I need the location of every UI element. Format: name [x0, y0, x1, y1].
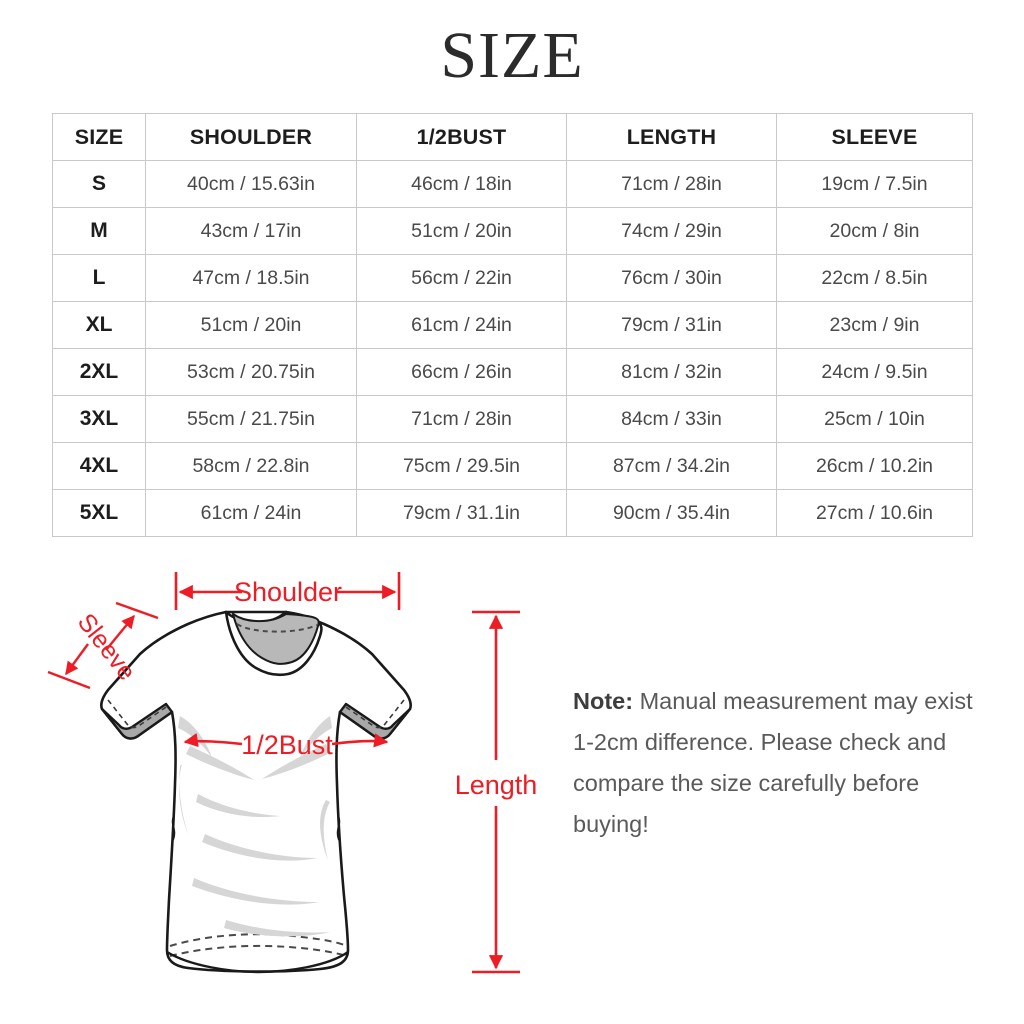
- cell-length: 90cm / 35.4in: [566, 489, 777, 537]
- table-header-row: SIZE SHOULDER 1/2BUST LENGTH SLEEVE: [52, 113, 973, 161]
- cell-sleeve: 26cm / 10.2in: [776, 442, 973, 490]
- sleeve-arrow-down: [65, 643, 89, 676]
- cell-size: M: [52, 207, 146, 255]
- cell-shoulder: 53cm / 20.75in: [145, 348, 357, 396]
- cell-shoulder: 55cm / 21.75in: [145, 395, 357, 443]
- cell-size: 4XL: [52, 442, 146, 490]
- table-row: L 47cm / 18.5in 56cm / 22in 76cm / 30in …: [52, 254, 973, 302]
- cell-bust: 66cm / 26in: [356, 348, 567, 396]
- measurement-diagram: Shoulder Sleeve 1/2Bust Length Note: Man…: [0, 548, 1024, 1024]
- table-row: 5XL 61cm / 24in 79cm / 31.1in 90cm / 35.…: [52, 489, 973, 537]
- left-sleeve-cuff: [100, 702, 174, 740]
- cell-shoulder: 61cm / 24in: [145, 489, 357, 537]
- cell-bust: 51cm / 20in: [356, 207, 567, 255]
- column-header-shoulder: SHOULDER: [145, 113, 357, 161]
- tshirt-garment: [99, 610, 413, 974]
- right-sleeve-cuff-stitch: [342, 699, 405, 729]
- table-row: 4XL 58cm / 22.8in 75cm / 29.5in 87cm / 3…: [52, 442, 973, 490]
- shoulder-label: Shoulder: [234, 577, 342, 607]
- cell-bust: 75cm / 29.5in: [356, 442, 567, 490]
- cell-bust: 79cm / 31.1in: [356, 489, 567, 537]
- table-row: XL 51cm / 20in 61cm / 24in 79cm / 31in 2…: [52, 301, 973, 349]
- page-title: SIZE: [440, 19, 584, 92]
- table-row: S 40cm / 15.63in 46cm / 18in 71cm / 28in…: [52, 160, 973, 208]
- cell-sleeve: 22cm / 8.5in: [776, 254, 973, 302]
- note-label: Note:: [573, 688, 634, 714]
- hem-bottom-edge: [166, 950, 349, 974]
- cell-shoulder: 47cm / 18.5in: [145, 254, 357, 302]
- length-measurement: Length: [455, 610, 538, 974]
- note-text: Manual measurement may exist 1-2cm diffe…: [573, 688, 973, 837]
- cell-length: 74cm / 29in: [566, 207, 777, 255]
- bust-arrow-right: [331, 733, 389, 748]
- column-header-bust: 1/2BUST: [356, 113, 567, 161]
- column-header-sleeve: SLEEVE: [776, 113, 973, 161]
- cell-shoulder: 43cm / 17in: [145, 207, 357, 255]
- cell-shoulder: 58cm / 22.8in: [145, 442, 357, 490]
- cell-sleeve: 27cm / 10.6in: [776, 489, 973, 537]
- note-block: Note: Manual measurement may exist 1-2cm…: [573, 681, 985, 845]
- sleeve-tick-top: [115, 601, 159, 620]
- table-row: 3XL 55cm / 21.75in 71cm / 28in 84cm / 33…: [52, 395, 973, 443]
- bust-measurement: 1/2Bust: [183, 730, 389, 760]
- cell-length: 76cm / 30in: [566, 254, 777, 302]
- side-crease-left: [171, 815, 176, 841]
- cell-shoulder: 51cm / 20in: [145, 301, 357, 349]
- cell-sleeve: 23cm / 9in: [776, 301, 973, 349]
- cell-bust: 71cm / 28in: [356, 395, 567, 443]
- cell-bust: 61cm / 24in: [356, 301, 567, 349]
- cell-sleeve: 20cm / 8in: [776, 207, 973, 255]
- collar-stitch: [236, 623, 318, 633]
- collar-inner-shadow: [231, 611, 320, 665]
- tshirt-illustration: Shoulder Sleeve 1/2Bust Length: [47, 572, 538, 974]
- shoulder-measurement: Shoulder: [174, 572, 401, 610]
- table-row: 2XL 53cm / 20.75in 66cm / 26in 81cm / 32…: [52, 348, 973, 396]
- sleeve-tick-bottom: [47, 670, 91, 690]
- cell-length: 81cm / 32in: [566, 348, 777, 396]
- side-crease-right: [336, 815, 341, 841]
- bust-arrow-left: [183, 732, 243, 748]
- cell-length: 84cm / 33in: [566, 395, 777, 443]
- sleeve-arrow-up: [105, 614, 135, 651]
- left-sleeve-cuff-stitch: [107, 699, 170, 729]
- cell-size: L: [52, 254, 146, 302]
- bust-label: 1/2Bust: [241, 730, 333, 760]
- cell-size: 3XL: [52, 395, 146, 443]
- cell-sleeve: 25cm / 10in: [776, 395, 973, 443]
- table-row: M 43cm / 17in 51cm / 20in 74cm / 29in 20…: [52, 207, 973, 255]
- cell-shoulder: 40cm / 15.63in: [145, 160, 357, 208]
- cell-size: XL: [52, 301, 146, 349]
- hem-stitch-outer: [169, 933, 348, 947]
- size-chart-table: SIZE SHOULDER 1/2BUST LENGTH SLEEVE S 40…: [52, 113, 973, 537]
- cell-bust: 56cm / 22in: [356, 254, 567, 302]
- cell-length: 87cm / 34.2in: [566, 442, 777, 490]
- cell-bust: 46cm / 18in: [356, 160, 567, 208]
- cell-length: 71cm / 28in: [566, 160, 777, 208]
- column-header-length: LENGTH: [566, 113, 777, 161]
- cell-size: S: [52, 160, 146, 208]
- length-label: Length: [455, 770, 538, 800]
- cell-size: 2XL: [52, 348, 146, 396]
- cell-size: 5XL: [52, 489, 146, 537]
- cell-sleeve: 19cm / 7.5in: [776, 160, 973, 208]
- cell-length: 79cm / 31in: [566, 301, 777, 349]
- cell-sleeve: 24cm / 9.5in: [776, 348, 973, 396]
- column-header-size: SIZE: [52, 113, 146, 161]
